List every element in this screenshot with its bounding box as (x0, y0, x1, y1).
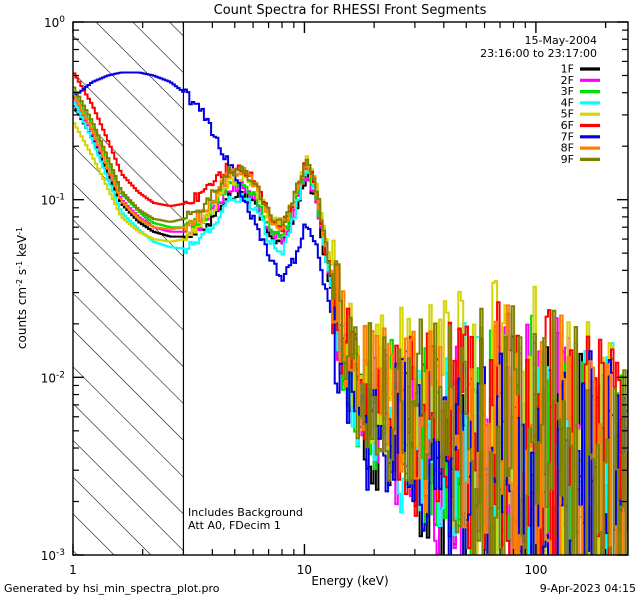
spectrum-9f (73, 86, 628, 555)
x-tick-label: 100 (524, 563, 547, 577)
annotation-line-1: Includes Background (188, 506, 303, 519)
excluded-energy-band (73, 22, 185, 555)
legend-item-1f: 1F (561, 63, 600, 76)
y-axis-label: counts cm-2 s-1 keV-1 (15, 227, 30, 349)
legend-item-9f: 9F (561, 153, 600, 166)
spectrum-5f (73, 122, 625, 555)
legend-item-7f: 7F (561, 130, 600, 143)
observation-date: 15-May-2004 (525, 34, 597, 47)
legend-label: 7F (561, 130, 574, 143)
plot-frame (72, 21, 629, 556)
footer-generator: Generated by hsi_min_spectra_plot.pro (4, 582, 220, 595)
legend-label: 9F (561, 153, 574, 166)
legend-label: 4F (561, 96, 574, 109)
x-tick-label: 1 (69, 563, 77, 577)
legend-label: 1F (561, 63, 574, 76)
page-title: Count Spectra for RHESSI Front Segments (214, 3, 487, 18)
legend-item-8f: 8F (561, 142, 600, 155)
spectra-series-group (73, 71, 628, 555)
spectrum-8f (73, 95, 627, 555)
legend-label: 2F (561, 74, 574, 87)
legend-item-3f: 3F (561, 85, 600, 98)
observation-time-range: 23:16:00 to 23:17:00 (480, 47, 597, 60)
legend-label: 8F (561, 142, 574, 155)
legend-item-6f: 6F (561, 119, 600, 132)
legend-label: 5F (561, 108, 574, 121)
annotation-line-2: Att A0, FDecim 1 (188, 519, 281, 532)
svg-text:counts cm-2 s-1 keV-1: counts cm-2 s-1 keV-1 (15, 227, 30, 349)
axis-ticks (72, 21, 628, 556)
legend-label: 6F (561, 119, 574, 132)
legend-label: 3F (561, 85, 574, 98)
legend-item-5f: 5F (561, 108, 600, 121)
x-tick-label: 10 (297, 563, 312, 577)
x-axis-label: Energy (keV) (311, 574, 388, 588)
footer-timestamp: 9-Apr-2023 04:15 (540, 582, 636, 595)
legend-item-4f: 4F (561, 96, 600, 109)
legend-item-2f: 2F (561, 74, 600, 87)
